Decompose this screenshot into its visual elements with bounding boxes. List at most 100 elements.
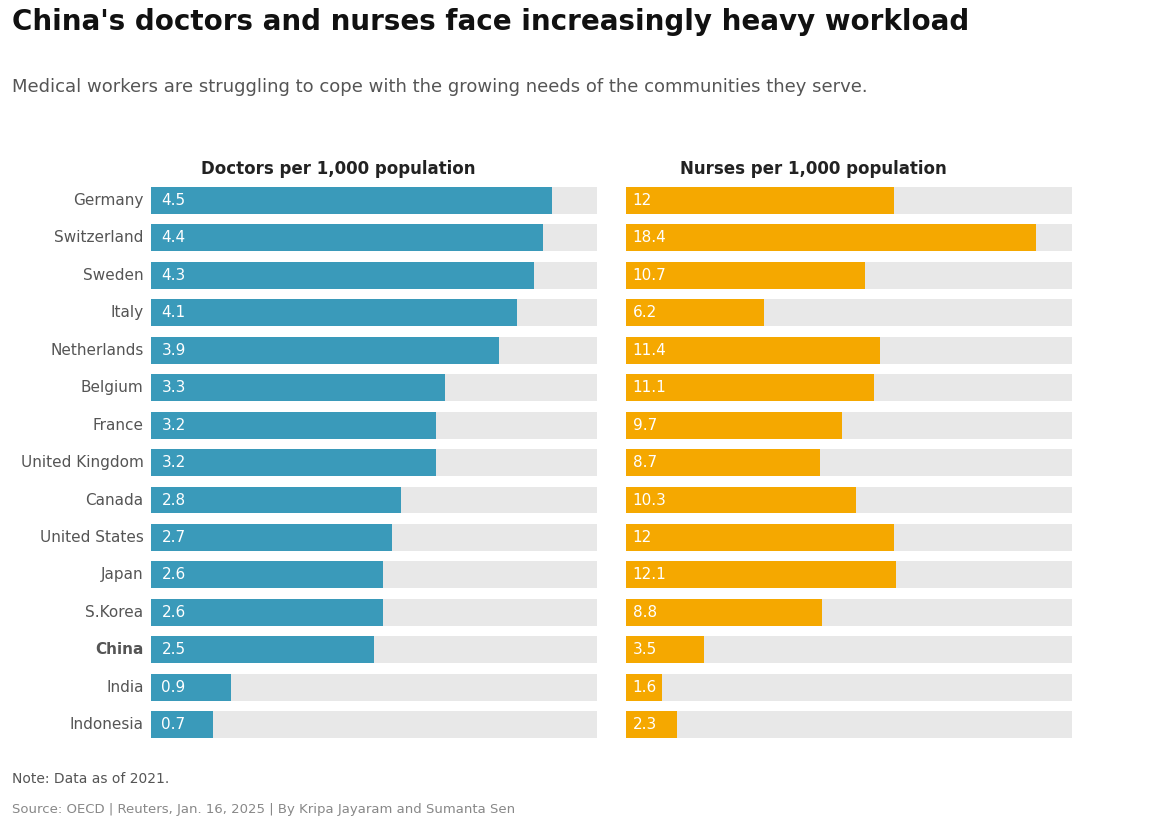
Text: China's doctors and nurses face increasingly heavy workload: China's doctors and nurses face increasi… [12,8,969,36]
Bar [151,374,1159,401]
Text: 12: 12 [633,193,651,208]
Bar [626,262,1159,289]
Bar [626,411,843,439]
Bar [151,599,382,626]
Text: 11.1: 11.1 [633,380,666,395]
Text: 4.4: 4.4 [161,230,185,245]
Text: S.Korea: S.Korea [86,605,144,620]
Bar [626,187,1159,214]
Text: 6.2: 6.2 [633,306,657,320]
Bar [151,225,1159,251]
Text: Japan: Japan [101,567,144,582]
Bar [626,449,1159,476]
Text: Switzerland: Switzerland [54,230,144,245]
Bar [626,524,894,551]
Bar [151,337,1159,363]
Bar [151,524,392,551]
Bar [151,299,1159,326]
Text: 3.3: 3.3 [161,380,185,395]
Text: Canada: Canada [86,492,144,507]
Text: 4.1: 4.1 [161,306,185,320]
Text: 2.8: 2.8 [161,492,185,507]
Text: Source: OECD | Reuters, Jan. 16, 2025 | By Kripa Jayaram and Sumanta Sen: Source: OECD | Reuters, Jan. 16, 2025 | … [12,803,515,816]
Bar [626,711,1159,738]
Text: 0.7: 0.7 [161,717,185,732]
Bar [151,299,517,326]
Text: 8.8: 8.8 [633,605,657,620]
Text: Germany: Germany [73,193,144,208]
Bar [626,374,874,401]
Bar [626,337,880,363]
Text: 4.5: 4.5 [161,193,185,208]
Bar [626,562,896,588]
Bar [151,449,1159,476]
Bar [151,411,1159,439]
Bar [151,262,534,289]
Text: China: China [95,643,144,657]
Bar [626,599,822,626]
Text: 11.4: 11.4 [633,343,666,358]
Text: 10.7: 10.7 [633,268,666,282]
Bar [151,487,1159,514]
Text: India: India [105,680,144,695]
Bar [626,262,865,289]
Bar [151,636,1159,663]
Bar [626,374,1159,401]
Bar [626,487,1159,514]
Text: 12: 12 [633,530,651,545]
Text: Nurses per 1,000 population: Nurses per 1,000 population [680,159,947,178]
Bar [151,374,445,401]
Bar [151,187,553,214]
Bar [151,337,498,363]
Text: Italy: Italy [110,306,144,320]
Text: United States: United States [39,530,144,545]
Bar [626,299,1159,326]
Text: 12.1: 12.1 [633,567,666,582]
Text: 9.7: 9.7 [633,418,657,433]
Bar [626,562,1159,588]
Bar [626,674,662,700]
Bar [626,524,1159,551]
Text: Note: Data as of 2021.: Note: Data as of 2021. [12,772,169,786]
Bar [151,449,436,476]
Bar [151,711,213,738]
Bar [151,524,1159,551]
Text: 3.9: 3.9 [161,343,185,358]
Text: 18.4: 18.4 [633,230,666,245]
Text: Medical workers are struggling to cope with the growing needs of the communities: Medical workers are struggling to cope w… [12,78,867,97]
Bar [626,674,1159,700]
Bar [151,262,1159,289]
Bar [151,187,1159,214]
Text: 2.3: 2.3 [633,717,657,732]
Text: 10.3: 10.3 [633,492,666,507]
Text: France: France [93,418,144,433]
Bar [151,674,1159,700]
Bar [151,411,436,439]
Bar [626,337,1159,363]
Text: 1.6: 1.6 [633,680,657,695]
Text: Indonesia: Indonesia [70,717,144,732]
Bar [626,449,819,476]
Text: Doctors per 1,000 population: Doctors per 1,000 population [201,159,475,178]
Text: 3.2: 3.2 [161,418,185,433]
Bar [626,225,1036,251]
Bar [151,225,544,251]
Bar [626,636,1159,663]
Bar [151,562,1159,588]
Text: 3.5: 3.5 [633,643,657,657]
Bar [626,299,764,326]
Bar [151,711,1159,738]
Bar [151,674,231,700]
Text: 2.5: 2.5 [161,643,185,657]
Bar [626,599,1159,626]
Bar [626,225,1159,251]
Text: Netherlands: Netherlands [50,343,144,358]
Text: 0.9: 0.9 [161,680,185,695]
Bar [151,636,374,663]
Bar [151,487,401,514]
Text: Belgium: Belgium [81,380,144,395]
Bar [626,487,855,514]
Text: 2.6: 2.6 [161,567,185,582]
Text: 2.6: 2.6 [161,605,185,620]
Bar [626,636,704,663]
